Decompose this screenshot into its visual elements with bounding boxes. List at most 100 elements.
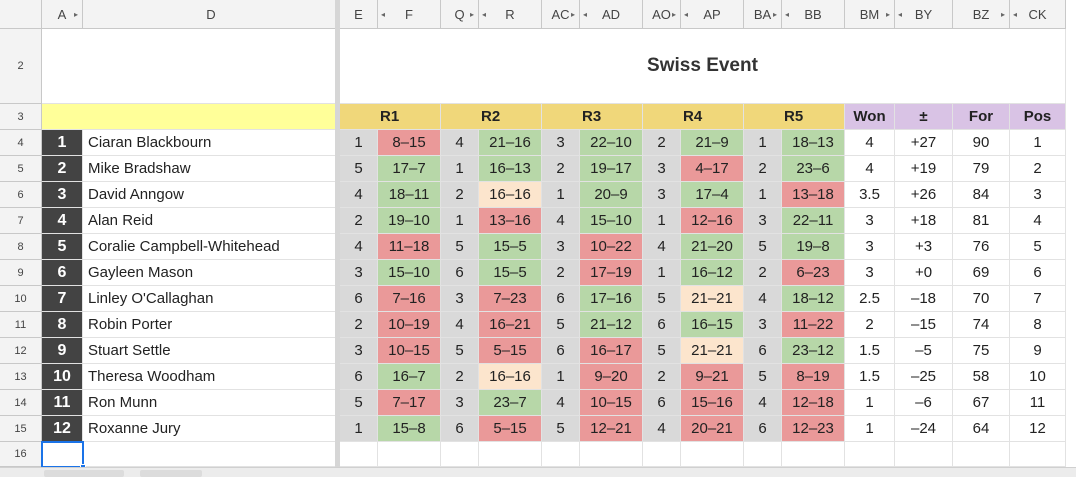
opponent-cell[interactable]: 2	[542, 156, 580, 182]
score-cell[interactable]: 23–6	[782, 156, 845, 182]
column-header-e[interactable]: E	[340, 0, 378, 29]
player-number[interactable]: 2	[42, 156, 83, 182]
player-name[interactable]: Mike Bradshaw	[83, 156, 340, 182]
expand-columns-icon[interactable]: ◂	[785, 10, 790, 19]
pos-cell[interactable]: 5	[1010, 234, 1066, 260]
player-name[interactable]: Ron Munn	[83, 390, 340, 416]
score-cell[interactable]: 16–12	[681, 260, 744, 286]
row-header-13[interactable]: 13	[0, 364, 42, 390]
diff-cell[interactable]: –25	[895, 364, 953, 390]
player-number[interactable]: 6	[42, 260, 83, 286]
column-header-bb[interactable]: BB ◂	[782, 0, 845, 29]
score-cell[interactable]: 22–11	[782, 208, 845, 234]
pos-cell[interactable]: 7	[1010, 286, 1066, 312]
row-header-15[interactable]: 15	[0, 416, 42, 442]
opponent-cell[interactable]: 3	[441, 390, 479, 416]
row-header-10[interactable]: 10	[0, 286, 42, 312]
score-cell[interactable]: 9–21	[681, 364, 744, 390]
round-header-opp-3[interactable]	[542, 104, 580, 130]
round-header-r1[interactable]: R1	[378, 104, 441, 130]
opponent-cell[interactable]: 6	[744, 338, 782, 364]
column-header-bm[interactable]: BM ▸	[845, 0, 895, 29]
score-cell[interactable]: 20–21	[681, 416, 744, 442]
opponent-cell[interactable]: 5	[340, 156, 378, 182]
diff-cell[interactable]: –18	[895, 286, 953, 312]
select-all-corner[interactable]	[0, 0, 42, 29]
won-cell[interactable]: 1.5	[845, 338, 895, 364]
score-cell[interactable]: 15–16	[681, 390, 744, 416]
row-header-11[interactable]: 11	[0, 312, 42, 338]
header-won[interactable]: Won	[845, 104, 895, 130]
pos-cell[interactable]: 4	[1010, 208, 1066, 234]
player-number[interactable]: 1	[42, 130, 83, 156]
opponent-cell[interactable]: 2	[744, 260, 782, 286]
player-number[interactable]: 12	[42, 416, 83, 442]
column-header-d[interactable]: D	[83, 0, 340, 29]
score-cell[interactable]: 17–7	[378, 156, 441, 182]
for-cell[interactable]: 79	[953, 156, 1010, 182]
player-number[interactable]: 5	[42, 234, 83, 260]
opponent-cell[interactable]: 4	[441, 312, 479, 338]
pos-cell[interactable]: 6	[1010, 260, 1066, 286]
opponent-cell[interactable]: 6	[441, 416, 479, 442]
player-name[interactable]: Robin Porter	[83, 312, 340, 338]
player-name[interactable]: Roxanne Jury	[83, 416, 340, 442]
opponent-cell[interactable]: 5	[643, 338, 681, 364]
opponent-cell[interactable]: 6	[340, 364, 378, 390]
round-header-r3[interactable]: R3	[580, 104, 643, 130]
column-header-a[interactable]: A ▸	[42, 0, 83, 29]
won-cell[interactable]: 4	[845, 130, 895, 156]
row-header-8[interactable]: 8	[0, 234, 42, 260]
header-diff[interactable]: ±	[895, 104, 953, 130]
opponent-cell[interactable]: 2	[643, 364, 681, 390]
pos-cell[interactable]: 12	[1010, 416, 1066, 442]
player-name[interactable]: Coralie Campbell-Whitehead	[83, 234, 340, 260]
opponent-cell[interactable]: 2	[441, 364, 479, 390]
player-number[interactable]: 4	[42, 208, 83, 234]
score-cell[interactable]: 22–10	[580, 130, 643, 156]
won-cell[interactable]: 1	[845, 390, 895, 416]
score-cell[interactable]: 13–18	[782, 182, 845, 208]
won-cell[interactable]: 3	[845, 234, 895, 260]
diff-cell[interactable]: +18	[895, 208, 953, 234]
won-cell[interactable]: 3	[845, 260, 895, 286]
active-cell-selection[interactable]	[41, 441, 84, 468]
score-cell[interactable]: 21–9	[681, 130, 744, 156]
opponent-cell[interactable]: 3	[643, 156, 681, 182]
for-cell[interactable]: 58	[953, 364, 1010, 390]
score-cell[interactable]: 16–13	[479, 156, 542, 182]
score-cell[interactable]: 17–16	[580, 286, 643, 312]
won-cell[interactable]: 4	[845, 156, 895, 182]
empty-cell[interactable]	[895, 442, 953, 467]
score-cell[interactable]: 15–5	[479, 260, 542, 286]
score-cell[interactable]: 16–7	[378, 364, 441, 390]
diff-cell[interactable]: +3	[895, 234, 953, 260]
opponent-cell[interactable]: 5	[542, 416, 580, 442]
opponent-cell[interactable]: 6	[542, 286, 580, 312]
opponent-cell[interactable]: 5	[340, 390, 378, 416]
diff-cell[interactable]: –24	[895, 416, 953, 442]
for-cell[interactable]: 76	[953, 234, 1010, 260]
opponent-cell[interactable]: 4	[340, 182, 378, 208]
won-cell[interactable]: 3.5	[845, 182, 895, 208]
expand-columns-icon[interactable]: ▸	[885, 10, 890, 19]
empty-cell[interactable]	[845, 442, 895, 467]
round-header-opp-2[interactable]	[441, 104, 479, 130]
pos-cell[interactable]: 11	[1010, 390, 1066, 416]
score-cell[interactable]: 18–11	[378, 182, 441, 208]
score-cell[interactable]: 6–23	[782, 260, 845, 286]
opponent-cell[interactable]: 3	[542, 130, 580, 156]
opponent-cell[interactable]: 3	[340, 338, 378, 364]
empty-cell[interactable]	[1010, 442, 1066, 467]
empty-cell[interactable]	[744, 442, 782, 467]
score-cell[interactable]: 21–20	[681, 234, 744, 260]
diff-cell[interactable]: –15	[895, 312, 953, 338]
opponent-cell[interactable]: 1	[340, 416, 378, 442]
expand-columns-icon[interactable]: ▸	[73, 10, 78, 19]
player-number[interactable]: 3	[42, 182, 83, 208]
pos-cell[interactable]: 1	[1010, 130, 1066, 156]
opponent-cell[interactable]: 3	[643, 182, 681, 208]
score-cell[interactable]: 16–16	[479, 182, 542, 208]
pos-cell[interactable]: 8	[1010, 312, 1066, 338]
score-cell[interactable]: 23–12	[782, 338, 845, 364]
